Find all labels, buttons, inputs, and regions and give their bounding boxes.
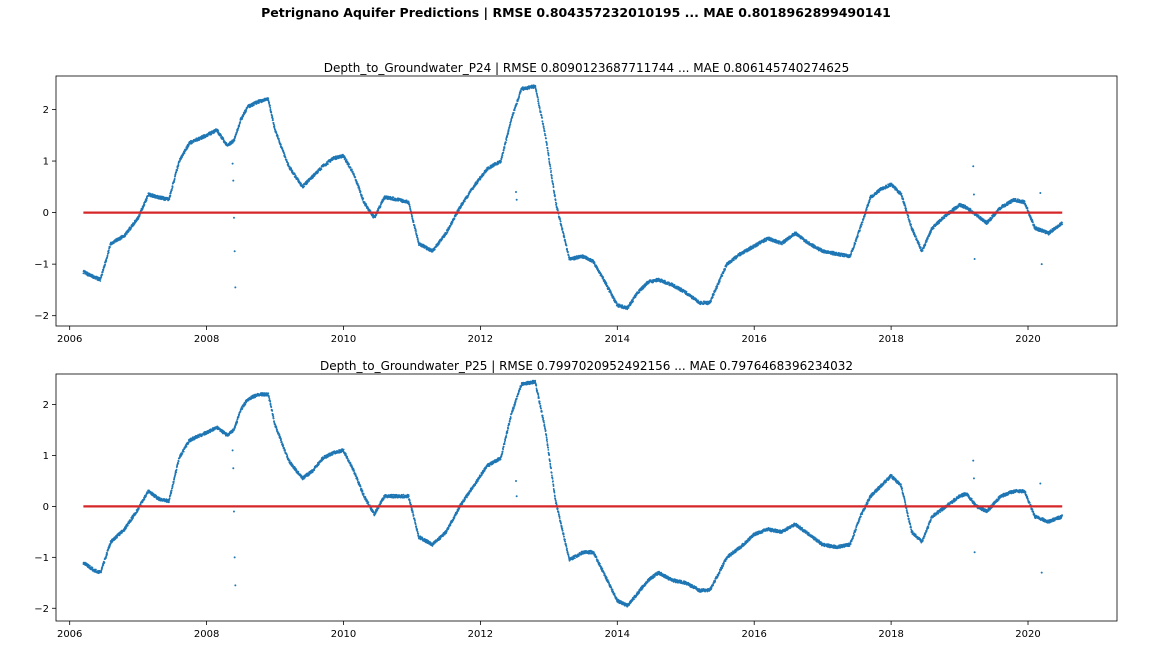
figure-title: Petrignano Aquifer Predictions | RMSE 0.… [261, 5, 891, 20]
data-point [101, 271, 104, 274]
data-point [107, 251, 110, 254]
x-tick-label: 2018 [878, 334, 903, 345]
x-tick-label: 2008 [194, 334, 219, 345]
observed-points [82, 84, 1063, 311]
plot-title: Depth_to_Groundwater_P24 | RMSE 0.809012… [324, 61, 849, 75]
y-tick-label: −1 [34, 260, 49, 271]
y-tick-label: −2 [34, 311, 49, 322]
data-point [99, 280, 102, 282]
x-tick-label: 2020 [1015, 334, 1040, 345]
data-point [82, 272, 85, 275]
data-point [101, 273, 104, 276]
x-tick-label: 2016 [741, 334, 766, 345]
x-tick-label: 2014 [605, 334, 630, 345]
y-tick-label: 2 [43, 105, 49, 116]
data-point [105, 259, 108, 262]
data-point [104, 263, 106, 266]
data-point [109, 246, 111, 248]
axes-frame [55, 75, 1118, 327]
y-tick-label: 0 [43, 208, 49, 219]
data-point [106, 255, 109, 257]
x-tick-label: 2006 [57, 334, 82, 345]
data-point [102, 268, 105, 271]
data-point [108, 249, 110, 252]
x-tick-label: 2012 [468, 334, 493, 345]
x-tick-label: 2010 [331, 334, 356, 345]
data-point [100, 276, 103, 278]
y-tick-label: 1 [43, 157, 49, 168]
